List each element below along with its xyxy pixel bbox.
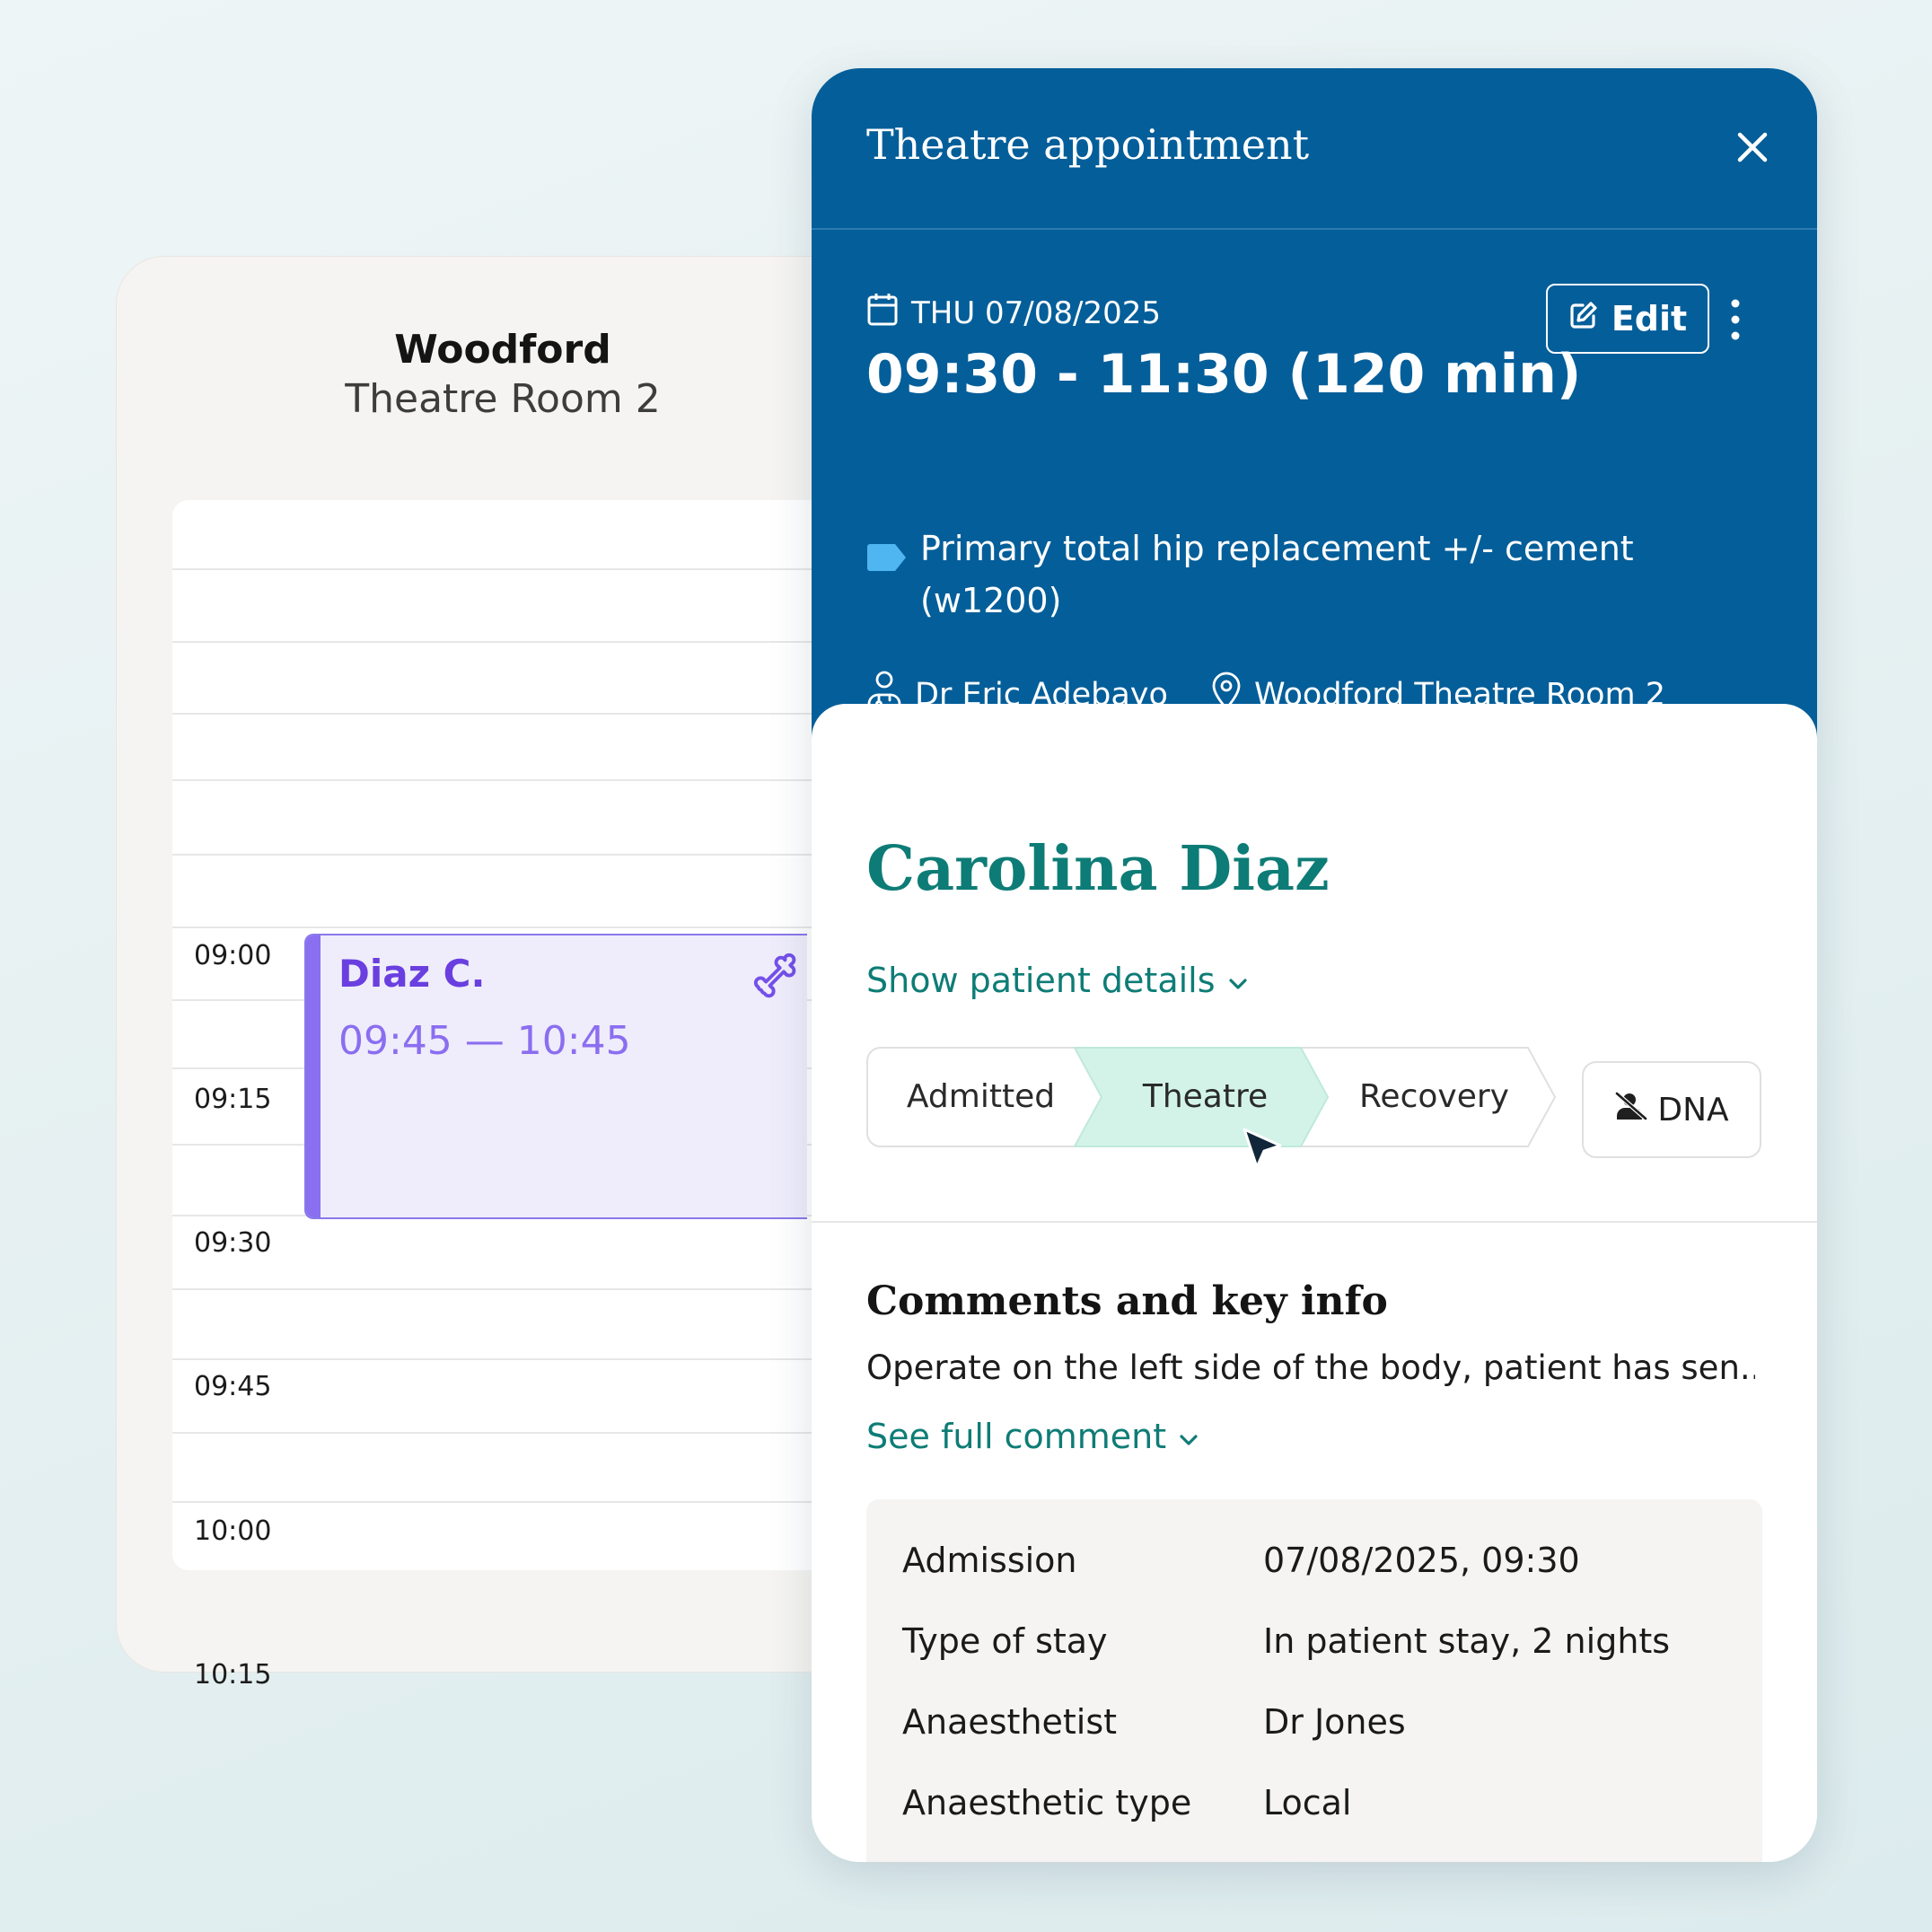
see-full-comment-link[interactable]: See full comment	[866, 1417, 1200, 1456]
appointment-date: THU 07/08/2025	[911, 294, 1161, 331]
grid-line	[172, 854, 980, 856]
appointment-panel: Theatre appointment THU 07/08/2025 09:30…	[812, 68, 1817, 1862]
procedure-row: Primary total hip replacement +/- cement…	[866, 523, 1656, 627]
event-time: 09:45 — 10:45	[338, 1018, 631, 1064]
calendar-header: Woodford Theatre Room 2	[117, 325, 889, 424]
step-shape-admitted	[866, 1047, 1103, 1147]
grid-line	[172, 1358, 980, 1360]
calendar-site-name: Woodford	[394, 327, 611, 373]
procedure-name: Primary total hip replacement +/- cement…	[920, 529, 1634, 620]
location-pin-icon	[1211, 671, 1242, 718]
chevron-down-icon	[1177, 1417, 1200, 1456]
calendar-event[interactable]: Diaz C. 09:45 — 10:45	[304, 934, 807, 1219]
time-label: 10:15	[194, 1659, 272, 1690]
panel-body: Carolina Diaz Show patient details Admit…	[812, 704, 1817, 1862]
panel-header: Theatre appointment THU 07/08/2025 09:30…	[812, 68, 1817, 751]
dna-button[interactable]: DNA	[1582, 1061, 1761, 1158]
more-options-button[interactable]	[1722, 298, 1749, 341]
event-patient-name: Diaz C.	[338, 952, 486, 996]
edit-label: Edit	[1611, 299, 1688, 338]
step-theatre[interactable]: Theatre	[1142, 1078, 1269, 1115]
date-row: THU 07/08/2025	[866, 291, 1161, 335]
grid-line	[172, 1501, 980, 1503]
show-patient-details-link[interactable]: Show patient details	[866, 961, 1250, 1000]
bone-icon	[751, 950, 804, 1006]
see-full-comment-label: See full comment	[866, 1417, 1167, 1456]
show-patient-details-label: Show patient details	[866, 961, 1216, 1000]
grid-line	[172, 779, 980, 781]
step-recovery[interactable]: Recovery	[1359, 1078, 1509, 1115]
close-button[interactable]	[1731, 126, 1774, 169]
grid-line	[172, 1432, 980, 1434]
time-label: 10:00	[194, 1515, 272, 1547]
time-label: 09:45	[194, 1371, 272, 1402]
info-value-type-of-stay: In patient stay, 2 nights	[1263, 1621, 1671, 1661]
time-label: 09:30	[194, 1227, 272, 1259]
calendar-room-name: Theatre Room 2	[345, 376, 661, 422]
edit-icon	[1568, 299, 1599, 338]
info-label-admission: Admission	[902, 1541, 1077, 1580]
grid-line	[172, 926, 980, 928]
time-label: 09:00	[194, 940, 272, 971]
mouse-cursor-icon	[1241, 1126, 1286, 1178]
status-stepper: Admitted Theatre Recovery	[866, 1047, 1562, 1147]
step-admitted[interactable]: Admitted	[906, 1078, 1056, 1115]
event-color-bar	[306, 935, 321, 1217]
grid-line	[172, 713, 980, 715]
panel-title: Theatre appointment	[866, 120, 1310, 169]
section-divider	[812, 1221, 1817, 1223]
info-value-admission: 07/08/2025, 09:30	[1263, 1541, 1580, 1580]
info-label-type-of-stay: Type of stay	[902, 1621, 1108, 1661]
appointment-time-range: 09:30 - 11:30 (120 min)	[866, 343, 1582, 406]
more-vertical-icon	[1731, 299, 1740, 340]
info-label-anaesthetic-type: Anaesthetic type	[902, 1783, 1192, 1822]
time-label: 09:15	[194, 1084, 272, 1115]
step-shape-theatre	[1073, 1047, 1330, 1147]
grid-line	[172, 568, 980, 570]
person-off-icon	[1614, 1091, 1648, 1129]
info-value-anaesthetic-type: Local	[1263, 1783, 1352, 1822]
info-label-anaesthetist: Anaesthetist	[902, 1702, 1118, 1742]
close-icon	[1737, 132, 1768, 162]
comments-title: Comments and key info	[866, 1278, 1388, 1324]
comment-text: Operate on the left side of the body, pa…	[866, 1348, 1755, 1387]
patient-name: Carolina Diaz	[866, 833, 1330, 905]
edit-button[interactable]: Edit	[1546, 284, 1709, 354]
header-divider	[812, 228, 1817, 230]
calendar-icon	[866, 291, 899, 335]
key-info-box: Admission 07/08/2025, 09:30 Type of stay…	[866, 1499, 1762, 1862]
info-value-anaesthetist: Dr Jones	[1263, 1702, 1406, 1742]
stepper-shapes	[866, 1047, 1557, 1147]
grid-line	[172, 1288, 980, 1290]
tag-icon	[866, 535, 908, 627]
grid-line	[172, 641, 980, 643]
chevron-down-icon	[1226, 961, 1250, 1000]
dna-label: DNA	[1657, 1091, 1729, 1128]
